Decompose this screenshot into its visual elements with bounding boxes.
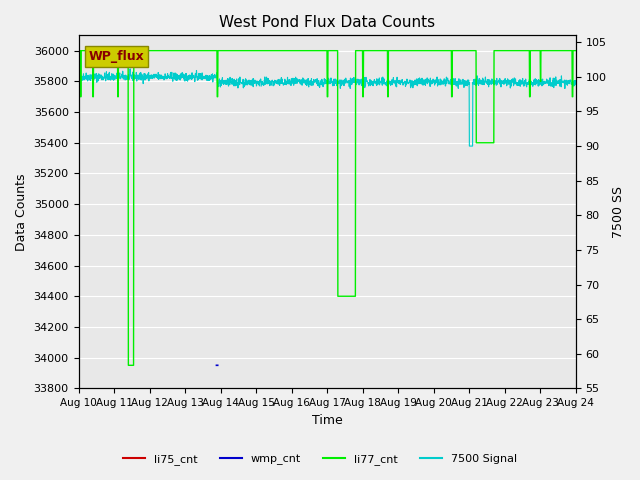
Y-axis label: 7500 SS: 7500 SS <box>612 186 625 238</box>
Y-axis label: Data Counts: Data Counts <box>15 173 28 251</box>
X-axis label: Time: Time <box>312 414 342 427</box>
Legend: li75_cnt, wmp_cnt, li77_cnt, 7500 Signal: li75_cnt, wmp_cnt, li77_cnt, 7500 Signal <box>118 450 522 469</box>
Title: West Pond Flux Data Counts: West Pond Flux Data Counts <box>219 15 435 30</box>
Text: WP_flux: WP_flux <box>88 50 144 63</box>
